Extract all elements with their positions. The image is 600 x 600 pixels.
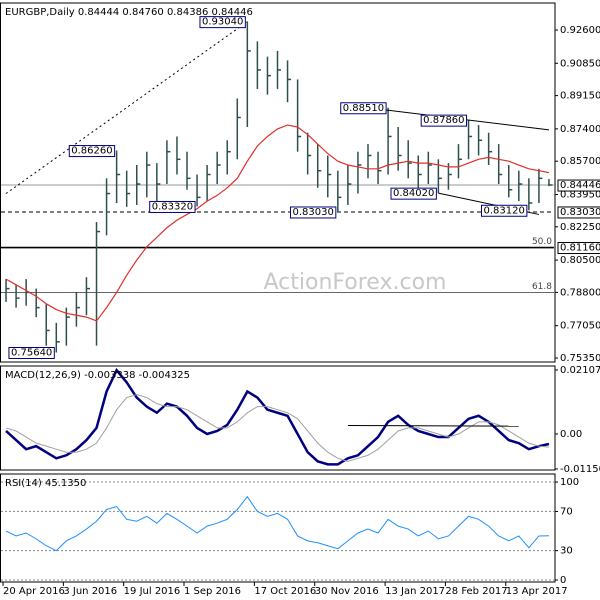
x-tick-label: 19 Jul 2016 (124, 586, 181, 597)
fib-label: 50.0 (532, 237, 552, 247)
label-box (340, 102, 387, 115)
annotation: 0.83320 (152, 201, 193, 212)
x-tick-label: 13 Jan 2017 (385, 586, 445, 597)
y-tick-label: 0.89150 (560, 91, 600, 102)
annotation: 0.84020 (393, 188, 434, 199)
label-box (557, 206, 600, 219)
label-box (68, 145, 116, 158)
panel-title: MACD(12,26,9) -0.003338 -0.004325 (5, 370, 190, 381)
annotation: 0.86260 (71, 146, 112, 157)
x-tick-label: 17 Oct 2016 (254, 586, 316, 597)
annotation: 0.75640 (11, 347, 52, 358)
panel-title: EURGBP,Daily 0.84444 0.84760 0.84386 0.8… (5, 7, 253, 18)
trend-line (347, 425, 519, 427)
indicator-line (5, 393, 550, 462)
level-label: 0.83030 (560, 207, 600, 218)
x-tick-label: 30 Nov 2016 (315, 586, 379, 597)
panel-frame (0, 2, 556, 363)
y-tick-label: 0.92600 (560, 25, 600, 36)
panel-frame (0, 473, 556, 583)
indicator-line (5, 495, 549, 552)
watermark: ActionForex.com (264, 270, 447, 295)
y-tick-label: 0.78800 (560, 287, 600, 298)
label-box (149, 200, 196, 213)
y-tick-label: -0.011507 (560, 464, 600, 475)
y-tick-label: 0.82250 (560, 222, 600, 233)
y-tick-label: 0.80500 (560, 255, 600, 266)
label-box (390, 187, 437, 200)
y-tick-label: 0 (560, 575, 566, 586)
label-box (199, 16, 246, 29)
y-tick-label: 0.021074 (560, 365, 600, 376)
moving-average (5, 124, 550, 322)
y-tick-label: 0.83950 (560, 189, 600, 200)
label-box (289, 206, 337, 219)
annotation: 0.83030 (292, 207, 333, 218)
panel-title: RSI(14) 45.1350 (5, 478, 86, 489)
trend-line (5, 21, 248, 194)
y-tick-label: 0.90850 (560, 58, 600, 69)
x-tick-label: 3 Jun 2016 (63, 586, 117, 597)
annotation: 0.83120 (484, 205, 525, 216)
y-tick-label: 0.85700 (560, 156, 600, 167)
label-box (481, 204, 528, 217)
label-box (557, 179, 600, 192)
annotation: 0.87860 (423, 115, 464, 126)
label-box (420, 114, 468, 127)
y-tick-label: 30 (560, 546, 573, 557)
y-tick-label: 0.75350 (560, 353, 600, 364)
fib-label: 61.8 (532, 282, 552, 292)
x-tick-label: 28 Feb 2017 (445, 586, 507, 597)
y-tick-label: 0.00 (560, 429, 582, 440)
label-box (557, 242, 600, 255)
level-label: 0.81160 (560, 243, 600, 254)
y-tick-label: 70 (560, 506, 573, 517)
annotation: 0.88510 (343, 103, 384, 114)
y-tick-label: 0.87400 (560, 124, 600, 135)
level-label: 0.84446 (560, 180, 600, 191)
y-tick-label: 0.77050 (560, 321, 600, 332)
x-tick-label: 1 Sep 2016 (184, 586, 241, 597)
y-tick-label: 100 (560, 477, 579, 488)
label-box (8, 346, 55, 359)
x-tick-label: 20 Apr 2016 (3, 586, 65, 597)
annotation: 0.93040 (202, 17, 243, 28)
x-tick-label: 13 Apr 2017 (506, 586, 568, 597)
panel-frame (0, 365, 556, 471)
indicator-line (5, 367, 550, 466)
